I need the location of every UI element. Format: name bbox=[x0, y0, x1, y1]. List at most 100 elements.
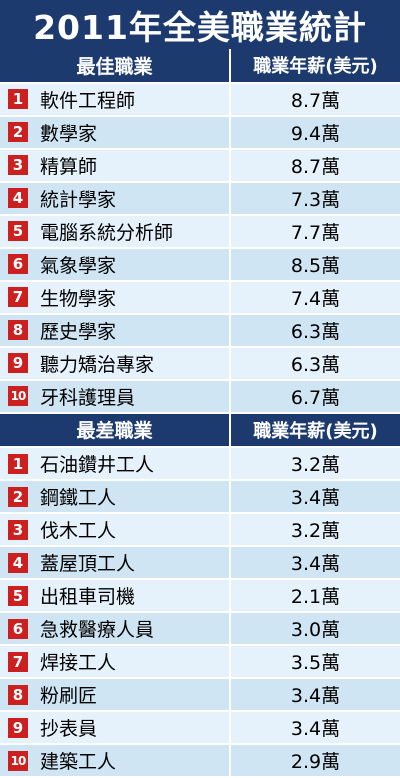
worst-job-row: 6 急救醫療人員 3.0萬 bbox=[0, 613, 400, 646]
salary-value: 3.0萬 bbox=[290, 619, 341, 641]
rank-badge: 2 bbox=[8, 486, 28, 507]
rank-badge: 6 bbox=[8, 618, 28, 639]
job-name: 歷史學家 bbox=[40, 320, 117, 343]
rank-badge: 10 bbox=[8, 750, 28, 771]
worst-section-header: 最差職業 職業年薪(美元) bbox=[0, 413, 400, 448]
worst-job-row: 9 抄表員 3.4萬 bbox=[0, 712, 400, 745]
salary-value: 7.7萬 bbox=[290, 221, 341, 244]
rank-badge: 9 bbox=[8, 353, 28, 373]
job-cell: 7 焊接工人 bbox=[0, 646, 231, 677]
job-name: 數學家 bbox=[40, 122, 98, 145]
job-name: 鋼鐵工人 bbox=[40, 487, 117, 509]
rank-badge: 3 bbox=[8, 155, 28, 175]
salary-cell: 3.2萬 bbox=[231, 514, 400, 545]
job-cell: 7 生物學家 bbox=[0, 281, 231, 313]
rank-badge: 8 bbox=[8, 320, 28, 340]
job-cell: 3 伐木工人 bbox=[0, 514, 231, 545]
best-job-row: 7 生物學家 7.4萬 bbox=[0, 281, 400, 315]
job-name: 抄表員 bbox=[40, 718, 98, 740]
job-cell: 2 鋼鐵工人 bbox=[0, 481, 231, 512]
salary-value: 2.9萬 bbox=[290, 751, 341, 773]
job-name: 石油鑽井工人 bbox=[40, 454, 155, 476]
salary-heading: 職業年薪(美元) bbox=[253, 420, 378, 442]
worst-job-row: 1 石油鑽井工人 3.2萬 bbox=[0, 448, 400, 481]
job-cell: 4 統計學家 bbox=[0, 182, 231, 214]
salary-cell: 3.4萬 bbox=[231, 547, 400, 578]
job-cell: 5 出租車司機 bbox=[0, 580, 231, 611]
salary-heading: 職業年薪(美元) bbox=[253, 56, 378, 78]
job-cell: 8 粉刷匠 bbox=[0, 679, 231, 710]
worst-jobs-heading: 最差職業 bbox=[0, 413, 231, 446]
salary-cell: 6.7萬 bbox=[231, 381, 400, 412]
rank-badge: 7 bbox=[8, 651, 28, 672]
job-name: 統計學家 bbox=[40, 188, 117, 211]
salary-value: 3.2萬 bbox=[290, 520, 341, 542]
salary-value: 3.4萬 bbox=[290, 685, 341, 707]
salary-value: 3.4萬 bbox=[290, 718, 341, 740]
best-jobs-heading: 最佳職業 bbox=[0, 49, 231, 82]
job-name: 伐木工人 bbox=[40, 520, 117, 542]
job-name: 電腦系統分析師 bbox=[40, 221, 174, 244]
job-cell: 9 抄表員 bbox=[0, 712, 231, 743]
jobs-table: 最佳職業 職業年薪(美元) 1 軟件工程師 8.7萬 2 數學家 9.4萬 3 精算師 8.7萬… bbox=[0, 49, 400, 778]
job-cell: 6 氣象學家 bbox=[0, 248, 231, 280]
job-cell: 9 聽力矯治專家 bbox=[0, 347, 231, 379]
salary-cell: 6.3萬 bbox=[231, 315, 400, 346]
rank-badge: 4 bbox=[8, 188, 28, 208]
salary-cell: 7.4萬 bbox=[231, 282, 400, 313]
salary-value: 8.5萬 bbox=[290, 254, 341, 277]
job-cell: 2 數學家 bbox=[0, 116, 231, 148]
salary-cell: 8.5萬 bbox=[231, 249, 400, 280]
rank-badge: 1 bbox=[8, 89, 28, 109]
salary-value: 6.3萬 bbox=[290, 320, 341, 343]
rank-badge: 1 bbox=[8, 453, 28, 474]
job-name: 牙科護理員 bbox=[40, 386, 136, 409]
best-job-row: 4 統計學家 7.3萬 bbox=[0, 182, 400, 216]
rank-badge: 9 bbox=[8, 717, 28, 738]
salary-cell: 3.0萬 bbox=[231, 613, 400, 644]
job-name: 聽力矯治專家 bbox=[40, 353, 155, 376]
salary-value: 2.1萬 bbox=[290, 586, 341, 608]
salary-value: 3.4萬 bbox=[290, 553, 341, 575]
job-name: 軟件工程師 bbox=[40, 89, 136, 112]
salary-cell: 3.4萬 bbox=[231, 712, 400, 743]
best-job-row: 9 聽力矯治專家 6.3萬 bbox=[0, 347, 400, 381]
salary-value: 8.7萬 bbox=[290, 89, 341, 112]
rank-badge: 7 bbox=[8, 287, 28, 307]
best-job-row: 1 軟件工程師 8.7萬 bbox=[0, 83, 400, 117]
best-jobs-list: 1 軟件工程師 8.7萬 2 數學家 9.4萬 3 精算師 8.7萬 4 統計學家 7.3萬 5 電腦系統… bbox=[0, 83, 400, 414]
job-cell: 8 歷史學家 bbox=[0, 314, 231, 346]
job-cell: 5 電腦系統分析師 bbox=[0, 215, 231, 247]
rank-badge: 6 bbox=[8, 254, 28, 274]
salary-cell: 6.3萬 bbox=[231, 348, 400, 379]
best-section-header: 最佳職業 職業年薪(美元) bbox=[0, 49, 400, 84]
job-cell: 10 建築工人 bbox=[0, 745, 231, 776]
rank-badge: 3 bbox=[8, 519, 28, 540]
job-cell: 6 急救醫療人員 bbox=[0, 613, 231, 644]
rank-badge: 8 bbox=[8, 684, 28, 705]
salary-cell: 2.1萬 bbox=[231, 580, 400, 611]
job-cell: 10 牙科護理員 bbox=[0, 380, 231, 412]
job-cell: 3 精算師 bbox=[0, 149, 231, 181]
worst-job-row: 5 出租車司機 2.1萬 bbox=[0, 580, 400, 613]
salary-cell: 3.2萬 bbox=[231, 448, 400, 479]
best-job-row: 10 牙科護理員 6.7萬 bbox=[0, 380, 400, 414]
best-job-row: 6 氣象學家 8.5萬 bbox=[0, 248, 400, 282]
worst-job-row: 7 焊接工人 3.5萬 bbox=[0, 646, 400, 679]
job-name: 焊接工人 bbox=[40, 652, 117, 674]
job-name: 精算師 bbox=[40, 155, 98, 178]
rank-badge: 4 bbox=[8, 552, 28, 573]
worst-job-row: 8 粉刷匠 3.4萬 bbox=[0, 679, 400, 712]
worst-jobs-list: 1 石油鑽井工人 3.2萬 2 鋼鐵工人 3.4萬 3 伐木工人 3.2萬 4 蓋屋頂工人 3.4萬 5… bbox=[0, 448, 400, 778]
salary-cell: 3.4萬 bbox=[231, 481, 400, 512]
job-name: 氣象學家 bbox=[40, 254, 117, 277]
best-job-row: 3 精算師 8.7萬 bbox=[0, 149, 400, 183]
salary-value: 7.3萬 bbox=[290, 188, 341, 211]
salary-cell: 3.4萬 bbox=[231, 679, 400, 710]
job-cell: 1 石油鑽井工人 bbox=[0, 448, 231, 479]
worst-job-row: 2 鋼鐵工人 3.4萬 bbox=[0, 481, 400, 514]
job-name: 生物學家 bbox=[40, 287, 117, 310]
salary-value: 3.2萬 bbox=[290, 454, 341, 476]
worst-job-row: 4 蓋屋頂工人 3.4萬 bbox=[0, 547, 400, 580]
